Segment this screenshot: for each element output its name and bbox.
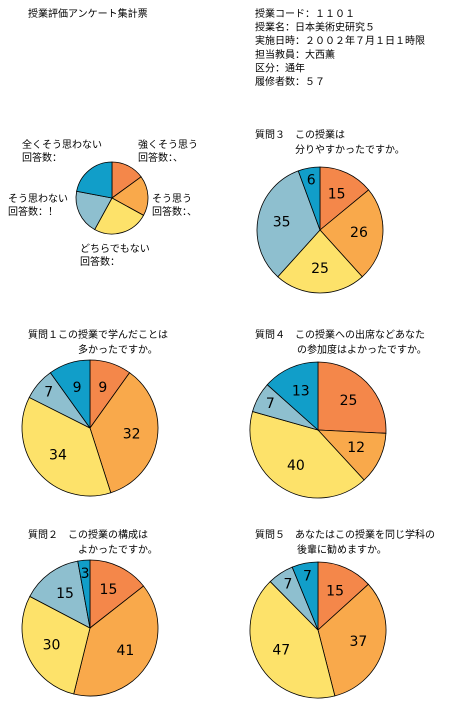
pie-slice <box>89 559 145 629</box>
value-label: 47 <box>272 643 290 659</box>
value-label: 9 <box>98 380 107 396</box>
pie-slice <box>256 170 321 278</box>
value-label: 9 <box>73 380 82 396</box>
pie-slice <box>21 595 91 695</box>
value-label: 3 <box>81 566 90 582</box>
pie-slice <box>75 190 113 231</box>
value-label: 32 <box>123 427 141 443</box>
chart-title: 質問１この授業で学んだことは <box>28 328 168 341</box>
value-label: 7 <box>284 577 293 593</box>
value-label: 15 <box>328 187 346 203</box>
chart-title: よかったですか。 <box>78 544 158 556</box>
value-label: 7 <box>303 569 312 585</box>
value-label: 15 <box>100 582 118 598</box>
pie-slice <box>89 372 159 494</box>
pie-slice <box>266 361 319 431</box>
value-label: 7 <box>266 396 275 412</box>
info-line: 授業名：日本美術史研究５ <box>255 21 375 34</box>
pie-slice <box>297 166 321 231</box>
value-label: 26 <box>350 225 368 241</box>
legend-label: 回答数： <box>80 255 120 268</box>
legend-label: そう思う <box>152 193 192 205</box>
info-line: 担当教員：大西薫 <box>255 48 335 61</box>
info-line: 履修者数：５７ <box>255 75 325 88</box>
chart-title: 質問４ この授業への出席などあなた <box>255 328 425 341</box>
legend-label: 全くそう思わない <box>22 138 102 151</box>
chart-title: 質問３ この授業は <box>255 128 345 141</box>
value-label: 13 <box>292 384 310 400</box>
pie-slice <box>21 396 112 497</box>
legend-label: 回答数： <box>22 151 62 164</box>
pie-slice <box>249 581 336 699</box>
info-line: 実施日時：２００２年７月１日１時限 <box>255 34 425 47</box>
legend-label: どちらでもない <box>80 243 150 255</box>
pie-slice <box>76 161 113 199</box>
legend-label: 強くそう思う <box>138 138 198 151</box>
value-label: 15 <box>326 583 344 599</box>
value-label: 12 <box>347 440 365 456</box>
value-label: 37 <box>349 634 367 650</box>
value-label: 25 <box>311 261 329 277</box>
chart-title: 後輩に勧めますか。 <box>297 543 387 556</box>
chart-title: 質問５ あなたはこの授業を同じ学科の <box>255 528 435 541</box>
pie-slice <box>319 166 370 231</box>
pie-slice <box>94 197 145 235</box>
pie-slice <box>249 411 365 499</box>
chart-title: 質問２ この授業の構成は <box>28 528 148 541</box>
value-label: 7 <box>44 385 53 401</box>
value-label: 41 <box>116 643 134 659</box>
pie-slice <box>73 585 159 697</box>
value-label: 6 <box>307 172 316 188</box>
chart-title: の参加度はよかったですか。 <box>297 343 427 356</box>
pie-slice <box>317 361 387 434</box>
value-label: 15 <box>56 586 74 602</box>
info-line: 授業コード：１１０１ <box>255 7 355 20</box>
pie-slice <box>29 560 91 629</box>
pie-slice <box>77 559 91 629</box>
pie-slice <box>49 359 91 430</box>
value-label: 30 <box>43 637 61 653</box>
pie-slice <box>277 229 363 294</box>
pie-slice <box>291 561 319 631</box>
value-label: 40 <box>287 458 305 474</box>
page-title: 授業評価アンケート集計票 <box>28 7 148 20</box>
value-label: 34 <box>49 447 67 463</box>
legend-label: 回答数：、 <box>152 205 197 218</box>
legend-label: 回答数：、 <box>138 151 183 164</box>
pie-slice <box>111 176 149 216</box>
pie-slice <box>317 583 387 697</box>
legend-label: 回答数：！ <box>8 205 58 218</box>
value-label: 25 <box>340 393 358 409</box>
pie-slice <box>317 561 369 631</box>
chart-title: 分りやすかったですか。 <box>295 144 405 156</box>
legend-label: そう思わない <box>8 193 68 205</box>
value-label: 35 <box>273 215 291 231</box>
chart-title: 多かったですか。 <box>78 343 158 356</box>
pie-slice <box>319 189 384 278</box>
info-line: 区分：通年 <box>255 61 305 74</box>
